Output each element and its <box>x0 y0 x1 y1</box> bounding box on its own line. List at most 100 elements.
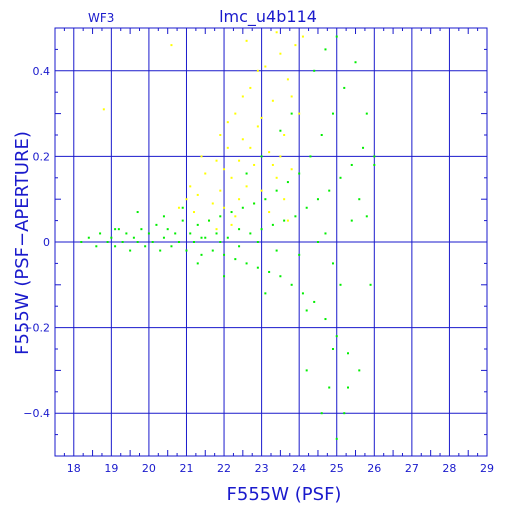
data-point <box>331 112 334 115</box>
data-point <box>268 270 271 273</box>
data-point <box>211 202 214 205</box>
data-point <box>365 215 368 218</box>
data-point <box>241 206 244 209</box>
x-tick-label: 18 <box>67 462 81 475</box>
data-point <box>301 292 304 295</box>
data-point <box>350 219 353 222</box>
data-point <box>249 232 252 235</box>
data-point <box>230 223 233 226</box>
data-point <box>192 211 195 214</box>
data-point <box>234 112 237 115</box>
data-point <box>189 232 192 235</box>
data-point <box>215 232 218 235</box>
data-point <box>362 146 365 149</box>
data-point <box>121 241 124 243</box>
data-point <box>328 386 331 389</box>
data-point <box>328 189 331 192</box>
data-point <box>241 95 244 98</box>
data-point <box>185 198 188 201</box>
data-point <box>316 198 319 201</box>
data-point <box>249 146 252 149</box>
y-tick-label: 0 <box>43 236 50 249</box>
data-point <box>286 181 289 184</box>
data-point <box>226 121 229 124</box>
x-tick-label: 23 <box>255 462 269 475</box>
data-point <box>294 215 297 218</box>
data-point <box>226 146 229 149</box>
data-point <box>200 236 203 239</box>
data-point <box>324 318 327 321</box>
data-point <box>174 232 177 235</box>
data-point <box>147 232 150 235</box>
data-point <box>347 386 350 389</box>
data-point <box>125 232 128 235</box>
data-point <box>275 31 278 34</box>
data-point <box>305 206 308 209</box>
data-point <box>166 228 169 231</box>
data-point <box>223 206 226 209</box>
data-point <box>215 228 218 231</box>
data-point <box>95 245 98 248</box>
data-point <box>335 437 338 440</box>
data-point <box>200 155 203 158</box>
data-point <box>271 223 274 226</box>
data-point <box>305 369 308 372</box>
data-point <box>219 241 222 243</box>
data-point <box>343 412 346 415</box>
data-point <box>151 241 154 243</box>
data-point <box>177 241 180 243</box>
data-point <box>204 236 207 239</box>
y-tick-label: 0.2 <box>33 150 51 163</box>
data-point <box>140 228 143 231</box>
data-point <box>358 198 361 201</box>
x-axis-label: F555W (PSF) <box>227 484 342 505</box>
data-point <box>245 185 248 188</box>
data-point <box>256 125 259 128</box>
data-point <box>290 95 293 98</box>
x-tick-label: 24 <box>292 462 306 475</box>
data-point <box>260 228 263 231</box>
data-point <box>223 275 226 278</box>
data-point <box>320 134 323 136</box>
data-point <box>110 236 113 239</box>
data-point <box>162 236 165 239</box>
data-point <box>347 352 350 355</box>
data-point <box>234 215 237 218</box>
data-point <box>238 228 241 231</box>
data-point <box>268 211 271 214</box>
data-point <box>260 116 263 119</box>
data-point <box>136 241 139 243</box>
data-point <box>189 185 192 188</box>
data-point <box>117 228 120 231</box>
data-point <box>294 44 297 47</box>
data-point <box>286 219 289 222</box>
data-point <box>170 44 173 47</box>
data-point <box>208 219 211 222</box>
data-point <box>279 129 282 132</box>
data-point <box>211 249 214 252</box>
data-point <box>271 163 274 166</box>
x-tick-label: 20 <box>142 462 156 475</box>
data-point <box>354 61 357 64</box>
ticks-layer: 18 19 20 21 22 23 24 25 26 27 28 29 0.4 0.2 0 −0.2 −0.4 <box>23 27 494 475</box>
x-tick-label: 19 <box>104 462 118 475</box>
data-point <box>290 112 293 115</box>
data-point <box>260 189 263 192</box>
data-point <box>253 202 256 205</box>
data-point <box>313 69 316 72</box>
data-point <box>275 189 278 192</box>
y-axis-label: F555W (PSF−APERTURE) <box>12 131 33 355</box>
data-point <box>268 151 271 154</box>
data-point <box>223 168 226 171</box>
data-point <box>238 245 241 248</box>
data-point <box>335 35 338 38</box>
data-point <box>260 155 263 158</box>
x-tick-label: 26 <box>367 462 381 475</box>
data-point <box>102 108 105 111</box>
data-point <box>230 176 233 179</box>
data-point <box>249 86 252 89</box>
data-point <box>196 193 199 196</box>
data-point <box>80 241 83 243</box>
data-point <box>290 168 293 171</box>
data-point <box>144 245 147 248</box>
